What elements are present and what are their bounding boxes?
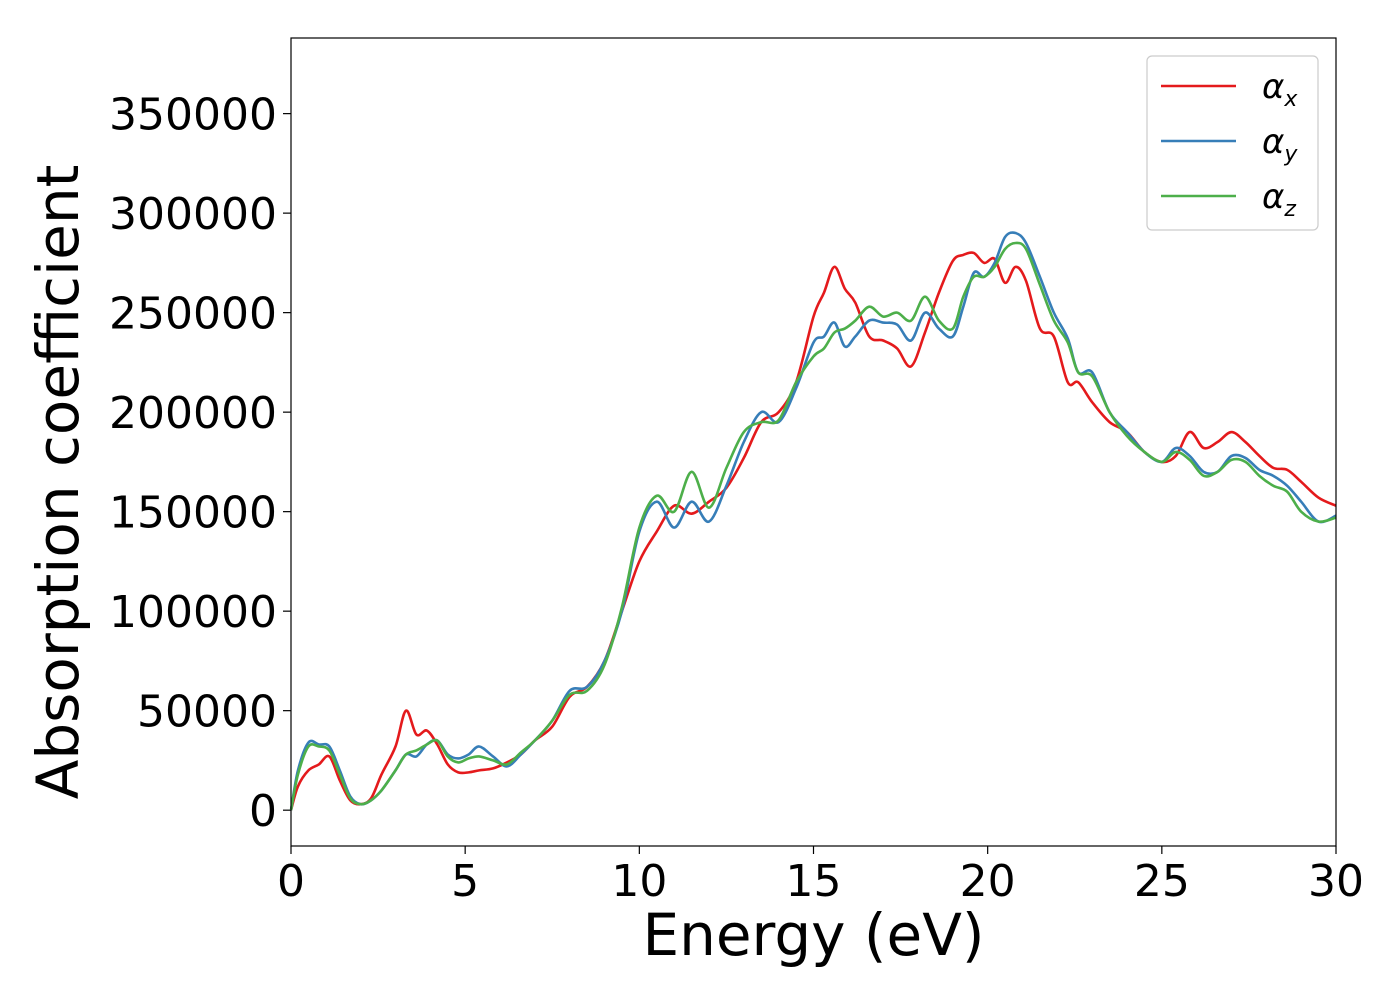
legend-box [1146, 55, 1319, 231]
y-tick-label: 100000 [109, 587, 277, 638]
x-axis-label: Energy (eV) [642, 901, 984, 969]
x-tick-label: 20 [960, 856, 1016, 907]
x-tick-label: 25 [1134, 856, 1190, 907]
y-axis-label: Absorption coefficient [24, 165, 92, 800]
y-tick-label: 300000 [109, 189, 277, 240]
y-tick-label: 0 [249, 786, 277, 837]
y-tick-label: 200000 [109, 388, 277, 439]
series-line-x [289, 251, 1337, 811]
x-tick-label: 10 [611, 856, 667, 907]
legend-label-x: αx [1262, 67, 1298, 112]
y-axis-ticks: 0 50000 100000 150000 200000 250000 300000 3500… [109, 90, 291, 837]
y-tick-label: 350000 [109, 90, 277, 141]
y-tick-label: 250000 [109, 289, 277, 340]
series-line-z [289, 241, 1337, 811]
series-lines [289, 231, 1337, 811]
x-tick-label: 0 [277, 856, 305, 907]
legend-label-z: αz [1262, 177, 1296, 222]
y-tick-label: 150000 [109, 488, 277, 539]
x-tick-label: 30 [1308, 856, 1364, 907]
legend-label-y: αy [1262, 122, 1298, 167]
x-tick-label: 5 [451, 856, 479, 907]
legend: αx αy αz [1146, 55, 1319, 231]
y-tick-label: 50000 [137, 687, 277, 738]
x-axis-ticks: 0 5 10 15 20 25 30 [277, 846, 1364, 907]
x-tick-label: 15 [786, 856, 842, 907]
plot-frame [290, 37, 1337, 847]
